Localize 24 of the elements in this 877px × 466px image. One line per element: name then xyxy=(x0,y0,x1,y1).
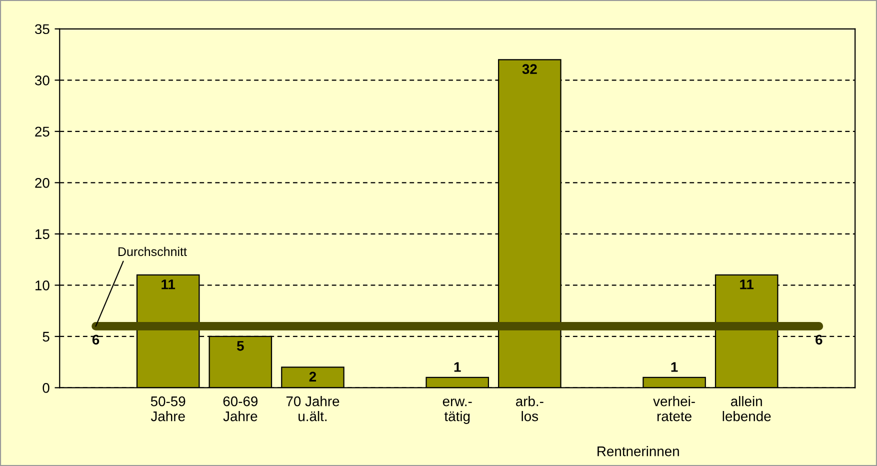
data-label: 1 xyxy=(671,362,678,372)
x-tick-label: allein lebende xyxy=(722,396,771,422)
y-tick-label: 5 xyxy=(42,332,50,342)
text: Durchschnitt xyxy=(118,246,187,256)
y-tick-label: 20 xyxy=(35,178,50,188)
y-tick-label: 25 xyxy=(35,126,50,137)
y-tick-label: 0 xyxy=(42,383,50,393)
data-label: 11 xyxy=(162,280,176,290)
y-tick-label: 35 xyxy=(34,24,50,34)
x-tick-label: erw.- tätig xyxy=(442,398,472,424)
text: Rentnerinnen xyxy=(598,446,679,456)
x-tick-label: verhei- ratete xyxy=(653,396,695,422)
data-label: 1 xyxy=(454,362,461,372)
x-tick-label: 70 Jahre u.ält. xyxy=(286,396,340,422)
x-tick-label: arb.- los xyxy=(516,396,544,422)
y-tick-label: 15 xyxy=(36,229,50,240)
data-label: 32 xyxy=(522,64,537,74)
x-tick-label: 50-59 Jahre xyxy=(150,396,186,422)
data-label: 5 xyxy=(236,341,244,351)
data-label: 11 xyxy=(740,280,754,290)
y-tick-label: 10 xyxy=(36,280,50,290)
data-label: 2 xyxy=(309,372,316,382)
y-tick-label: 30 xyxy=(34,75,50,86)
x-tick-label: 60-69 Jahre xyxy=(223,396,258,422)
